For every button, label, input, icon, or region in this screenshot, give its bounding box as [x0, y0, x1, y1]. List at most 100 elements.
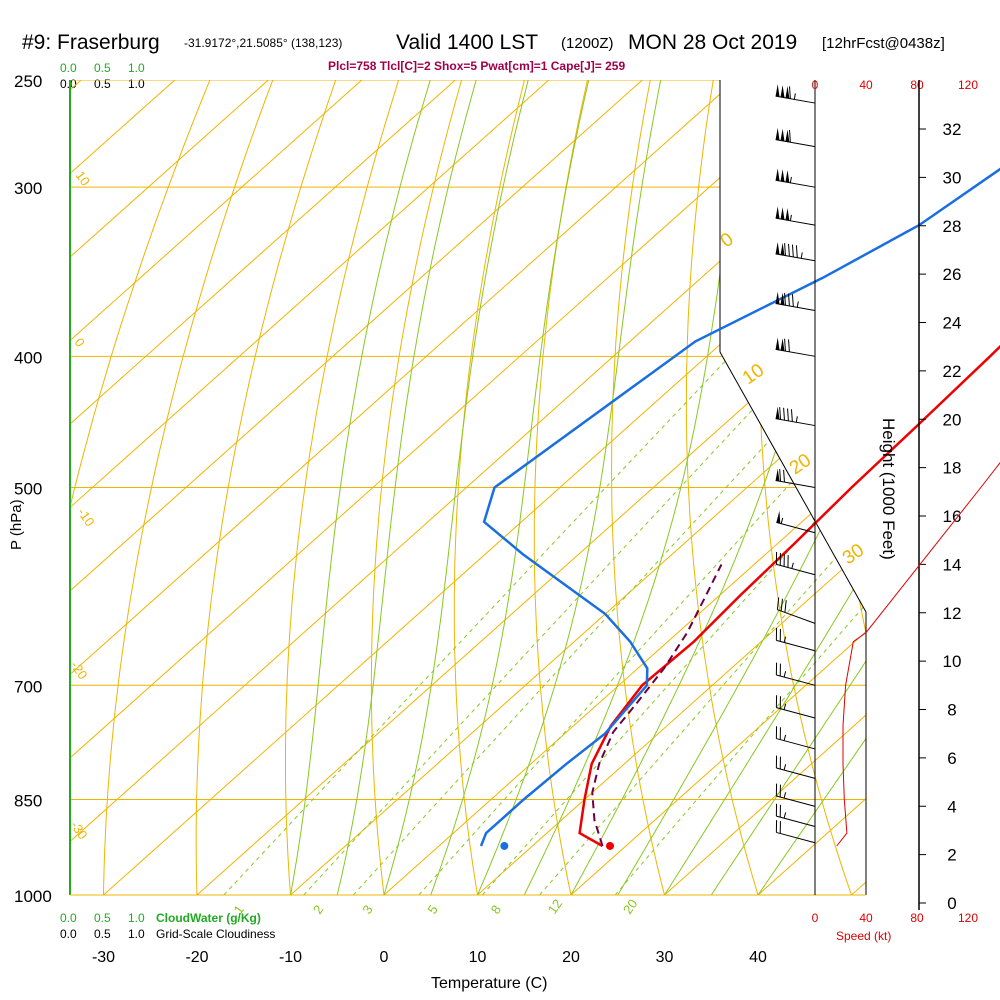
moist-adiabat: [477, 80, 662, 895]
wind-barb-half-flag: [783, 671, 787, 678]
wind-barb-pennant: [780, 85, 785, 98]
cloudwater-label: CloudWater (g/Kg): [156, 911, 261, 925]
wind-barb-pennant: [775, 468, 780, 482]
wind-barb-pennant: [785, 170, 790, 183]
stability-indices: Plcl=758 Tlcl[C]=2 Shox=5 Pwat[cm]=1 Cap…: [328, 59, 625, 73]
wind-barb-half-flag: [783, 703, 787, 710]
wind-barb: [775, 755, 816, 779]
wind-barb-half-flag: [795, 416, 798, 423]
wind-barb: [775, 168, 816, 188]
mixing-ratio-line: [418, 355, 866, 895]
wind-barb-pennant: [775, 406, 780, 420]
cloudiness-tick: 1.0: [128, 927, 145, 941]
wind-barb-flag: [789, 86, 791, 99]
cloudiness-tick: 0.5: [94, 77, 111, 91]
wind-barb-flag: [784, 243, 786, 256]
isotherm: [70, 80, 643, 895]
cloudiness-label: Grid-Scale Cloudiness: [156, 927, 275, 941]
wind-barb-pennant: [775, 206, 780, 219]
mixing-ratio-line: [223, 355, 731, 895]
isotherm: [664, 80, 866, 895]
wind-barb: [775, 627, 816, 652]
wind-barb: [775, 291, 816, 311]
wind-barb: [775, 695, 816, 719]
moist-adiabat: [617, 80, 866, 895]
temperature-tick-label: 30: [656, 949, 674, 966]
mixing-ratio-line: [352, 355, 848, 895]
cloudwater-tick: 1.0: [128, 61, 145, 75]
wind-barb-pennant: [775, 168, 780, 181]
isotherm: [851, 80, 866, 895]
wind-barb-flag: [787, 408, 789, 421]
wind-barb-half-flag: [783, 764, 787, 771]
cloudiness-tick: 0.0: [60, 927, 77, 941]
cloudwater-tick: 1.0: [128, 911, 145, 925]
axes: 1000 850 700 500 400 300 250 -30 -20 -10 0 10 20 30 40: [14, 72, 767, 966]
wind-barb-pennant: [776, 510, 781, 524]
wind-barb-flag: [776, 597, 780, 610]
moist-adiabat-label: 30: [839, 540, 868, 569]
plot-diagonal-edge: [719, 351, 867, 613]
dry-adiabat: [195, 80, 337, 895]
isotherm: [477, 80, 866, 895]
wind-barb-staff: [775, 95, 816, 104]
height-tick-label: 24: [943, 314, 962, 333]
wind-barb-half-flag: [783, 812, 787, 819]
wind-barb-half-flag: [789, 214, 792, 221]
wind-barb-half-flag: [783, 792, 787, 799]
mixing-ratio-label: 12: [545, 896, 566, 916]
dry-adiabat-label: -30: [68, 818, 91, 842]
moist-adiabat: [664, 80, 866, 895]
wind-barb-half-flag: [793, 93, 796, 100]
mixing-ratio-line: [303, 355, 803, 895]
moist-adiabat: [336, 80, 477, 895]
wind-barb-staff: [775, 179, 816, 188]
height-tick-label: 0: [947, 894, 956, 913]
cloudwater-tick: 0.0: [60, 61, 77, 75]
wind-barb-staff: [776, 831, 816, 844]
cloudwater-tick: 0.5: [94, 61, 111, 75]
wind-barb-staff: [775, 418, 816, 427]
wind-barb-staff: [776, 795, 816, 807]
speed-tick-top: 0: [812, 78, 819, 92]
surface-dewpoint-dot: [500, 841, 509, 850]
wind-barb-pennant: [780, 338, 785, 351]
isotherm: [70, 80, 737, 895]
height-tick-label: 4: [947, 797, 956, 816]
wind-barb-half-flag: [800, 252, 803, 259]
dry-adiabat-label: -20: [68, 658, 91, 682]
dry-adiabat: [611, 80, 665, 895]
wind-barb-flag: [795, 245, 798, 258]
isotherm: [70, 80, 456, 895]
wind-barb-pennant: [780, 242, 785, 256]
height-tick-label: 14: [943, 555, 962, 574]
wind-barb-staff: [775, 348, 816, 357]
wind-barb: [776, 597, 816, 624]
speed-tick-bottom: 120: [958, 911, 978, 925]
height-axis-title: Height (1000 Feet): [879, 418, 898, 560]
wind-barb-staff: [776, 521, 816, 534]
wind-barb-half-flag: [783, 636, 787, 643]
speed-tick-bottom: 80: [910, 911, 924, 925]
mixing-ratio-label: 2: [310, 902, 326, 917]
pressure-tick-label: 400: [14, 348, 42, 367]
temperature-line: [578, 344, 1000, 848]
moist-adiabat: [383, 80, 529, 895]
wind-barb-staff: [776, 738, 816, 750]
wind-barb-pennant: [775, 127, 780, 141]
isotherm: [70, 80, 830, 895]
pressure-tick-label: 300: [14, 179, 42, 198]
parcel-line: [591, 564, 723, 847]
dry-adiabat: [897, 80, 1000, 895]
wind-barb: [775, 662, 816, 686]
valid-date: MON 28 Oct 2019: [628, 31, 797, 54]
wind-speed-profile: [836, 462, 1000, 847]
height-tick-label: 20: [943, 410, 962, 429]
dry-adiabat: [453, 80, 525, 895]
wind-barb-flag: [789, 129, 791, 143]
cloudiness-tick: 0.5: [94, 927, 111, 941]
dry-adiabat: [285, 80, 400, 895]
wind-barb: [775, 820, 816, 844]
height-tick-label: 8: [947, 701, 956, 720]
forecast-label: [12hrFcst@0438z]: [822, 35, 945, 52]
